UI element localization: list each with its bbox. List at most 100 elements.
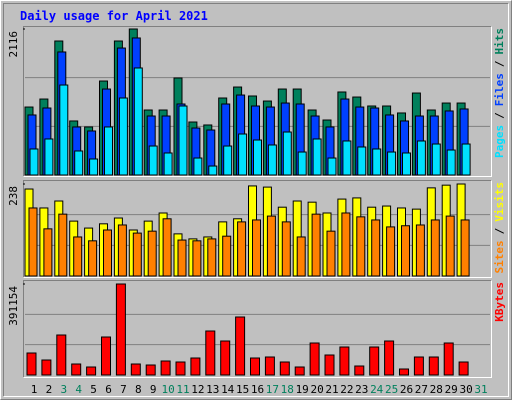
- legend-entry: KBytes: [493, 282, 506, 322]
- bar: [415, 224, 425, 277]
- x-tick-label: 17: [266, 383, 279, 396]
- bar: [384, 340, 395, 376]
- bar: [59, 84, 69, 176]
- bar: [26, 352, 37, 376]
- x-tick-label: 25: [385, 383, 398, 396]
- bar: [145, 364, 156, 376]
- chart-title: Daily usage for April 2021: [20, 9, 208, 23]
- bar: [326, 230, 336, 277]
- x-tick-label: 23: [355, 383, 368, 396]
- bar: [342, 140, 352, 176]
- bar: [311, 213, 321, 277]
- x-tick-label: 5: [90, 383, 97, 396]
- bar: [354, 365, 365, 376]
- bar: [341, 212, 351, 277]
- x-tick-label: 1: [31, 383, 38, 396]
- bar: [235, 316, 246, 376]
- bar: [446, 149, 456, 176]
- bar: [193, 157, 203, 176]
- bar: [238, 133, 248, 176]
- y-tick-label: 2116: [7, 31, 20, 58]
- x-tick-label: 12: [191, 383, 204, 396]
- legend-entry: Hits: [493, 28, 506, 55]
- bar: [430, 219, 440, 277]
- bar: [29, 148, 39, 176]
- bar: [294, 366, 305, 376]
- x-tick-label: 6: [105, 383, 112, 396]
- bar: [386, 226, 396, 277]
- legend-separator: /: [493, 112, 506, 119]
- legend-separator: /: [493, 227, 506, 234]
- bar: [163, 152, 173, 176]
- x-tick-label: 26: [400, 383, 413, 396]
- bar: [282, 131, 292, 176]
- bar: [461, 143, 471, 176]
- bar: [253, 139, 262, 176]
- bar: [339, 346, 350, 376]
- bar: [413, 356, 424, 376]
- bar: [205, 330, 216, 376]
- bar: [190, 357, 201, 376]
- bar: [178, 105, 188, 176]
- x-tick-label: 30: [459, 383, 472, 396]
- x-tick-label: 13: [206, 383, 219, 396]
- bar: [237, 221, 247, 277]
- panel-bevel-light: [23, 180, 492, 278]
- bar: [428, 356, 439, 376]
- bar: [371, 219, 381, 277]
- bar: [296, 236, 306, 277]
- bar: [104, 126, 113, 176]
- bar: [73, 236, 83, 277]
- bar: [324, 354, 335, 376]
- y-tick-label: 391154: [7, 286, 20, 326]
- bar: [175, 361, 186, 376]
- legend: Sites / Visits: [493, 182, 506, 274]
- x-tick-label: 31: [474, 383, 487, 396]
- bar: [88, 240, 98, 277]
- bar: [71, 363, 82, 376]
- x-tick-label: 21: [325, 383, 338, 396]
- x-tick-label: 28: [430, 383, 443, 396]
- x-tick-label: 8: [135, 383, 142, 396]
- bar: [309, 342, 320, 376]
- x-tick-label: 22: [340, 383, 353, 396]
- x-tick-label: 20: [310, 383, 323, 396]
- bar: [369, 346, 380, 376]
- bar: [281, 221, 291, 277]
- x-tick-label: 27: [415, 383, 428, 396]
- x-tick-label: 7: [120, 383, 127, 396]
- bar: [160, 360, 171, 376]
- panel-bevel-light: [23, 280, 492, 378]
- bar: [147, 230, 157, 277]
- bar: [220, 340, 231, 376]
- bar: [372, 148, 382, 176]
- bar: [43, 228, 53, 277]
- bar: [148, 145, 158, 176]
- inner-bevel-light: [3, 3, 509, 397]
- panel-bevel-light: [23, 26, 492, 177]
- bar: [264, 356, 275, 376]
- x-tick-label: 18: [281, 383, 294, 396]
- bar: [387, 151, 397, 176]
- bar: [132, 232, 142, 277]
- bar: [89, 158, 99, 176]
- x-tick-label: 11: [176, 383, 189, 396]
- panel-bevel-dark: [23, 26, 492, 177]
- x-tick-label: 14: [221, 383, 235, 396]
- x-tick-label: 29: [445, 383, 458, 396]
- bar: [103, 229, 112, 277]
- bar: [312, 138, 322, 176]
- bar: [58, 213, 68, 277]
- bar: [458, 361, 469, 376]
- bar: [356, 216, 366, 277]
- panel-bevel-dark: [23, 180, 492, 278]
- bar: [460, 219, 470, 277]
- legend-entry: Sites: [493, 240, 506, 273]
- bar: [250, 357, 260, 376]
- bar: [416, 140, 426, 176]
- bar: [133, 67, 143, 176]
- bar: [44, 138, 54, 176]
- x-tick-label: 15: [236, 383, 249, 396]
